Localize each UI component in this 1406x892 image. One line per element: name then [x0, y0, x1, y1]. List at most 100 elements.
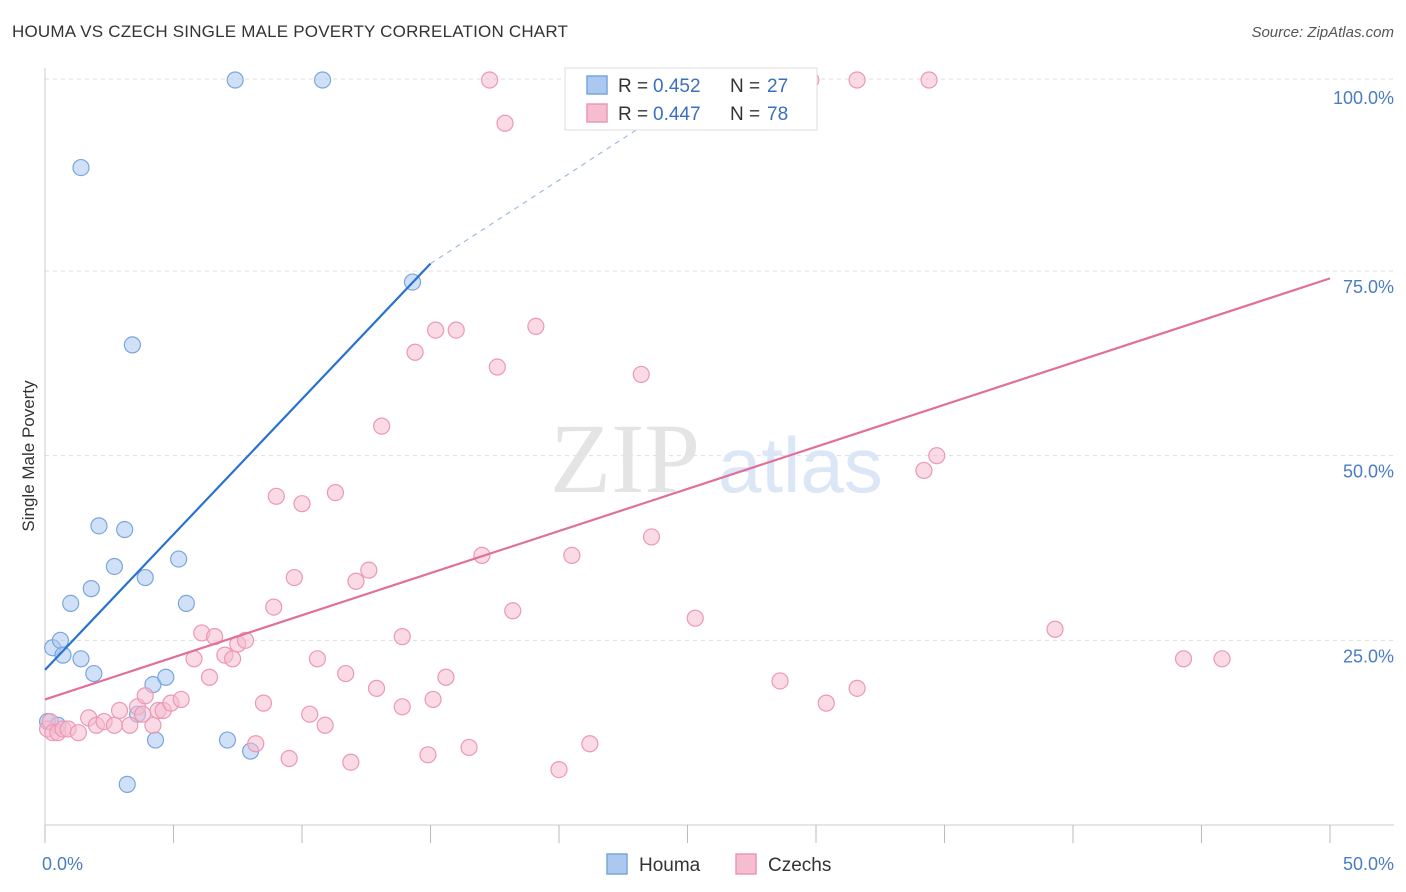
czech-point-40	[342, 753, 360, 771]
houma-point-18	[170, 550, 188, 568]
houma-r-value: 0.452	[653, 76, 701, 97]
czech-point-42	[360, 561, 378, 579]
czech-point-41	[347, 572, 365, 590]
czech-point-28	[247, 735, 265, 753]
houma-point-23	[313, 71, 332, 89]
source-label: Source: ZipAtlas.com	[1251, 24, 1394, 41]
czech-r-value: 0.447	[653, 104, 701, 125]
bottom-legend-czech-label: Czechs	[768, 855, 831, 876]
czech-point-56	[496, 114, 514, 132]
houma-point-19	[177, 594, 195, 613]
czech-n-label: N =	[730, 104, 760, 125]
czech-point-27	[236, 631, 255, 649]
czech-point-53	[460, 738, 478, 757]
czech-point-46	[393, 698, 411, 716]
czech-r-label: R =	[618, 104, 648, 125]
czech-point-34	[293, 495, 311, 513]
czech-point-57	[504, 602, 522, 620]
czech-point-66	[817, 694, 835, 712]
chart-title: HOUMA VS CZECH SINGLE MALE POVERTY CORRE…	[12, 22, 569, 41]
czech-point-63	[642, 528, 661, 546]
czech-point-22	[200, 668, 219, 686]
watermark-atlas: atlas	[718, 421, 883, 509]
czech-point-11	[110, 701, 129, 720]
czech-point-65	[771, 672, 789, 690]
houma-point-25	[72, 158, 90, 177]
houma-n-label: N =	[730, 76, 760, 97]
x-tick-label-min: 0.0%	[42, 854, 83, 874]
czech-point-44	[373, 417, 391, 435]
czech-point-55	[488, 358, 506, 376]
czech-point-77	[134, 705, 152, 723]
czech-point-50	[427, 321, 445, 339]
bottom-legend-houma-swatch	[606, 853, 628, 875]
houma-r-label: R =	[618, 76, 648, 97]
bottom-legend-houma-label: Houma	[639, 855, 701, 876]
czech-point-38	[326, 484, 345, 502]
houma-n-value: 27	[767, 76, 788, 97]
y-tick-label-50: 50.0%	[1343, 462, 1394, 482]
bottom-legend: Houma Czechs	[606, 853, 831, 876]
houma-legend-swatch	[586, 75, 608, 95]
czech-point-73	[481, 71, 499, 89]
czech-point-35	[301, 705, 319, 723]
czech-point-33	[285, 568, 303, 587]
czech-point-10	[105, 716, 123, 734]
bottom-legend-czech-swatch	[735, 853, 757, 875]
czech-point-72	[1213, 650, 1231, 668]
czech-point-76	[920, 71, 938, 89]
czech-point-45	[393, 628, 411, 646]
y-tick-label-25: 25.0%	[1343, 646, 1394, 666]
houma-point-11	[118, 775, 136, 793]
houma-point-14	[136, 568, 154, 587]
grid-lines	[45, 78, 1394, 641]
houma-point-9	[105, 557, 123, 576]
czech-point-49	[424, 690, 442, 709]
czech-point-61	[581, 735, 599, 753]
czech-point-67	[848, 679, 866, 697]
czech-trend-line	[44, 277, 1331, 701]
houma-point-17	[157, 668, 175, 686]
czech-point-70	[1046, 620, 1064, 638]
watermark-zip: ZIP	[550, 403, 700, 514]
czech-n-value: 78	[767, 104, 788, 125]
y-tick-label-75: 75.0%	[1343, 277, 1394, 297]
houma-point-7	[85, 664, 103, 683]
czech-point-30	[265, 598, 283, 616]
czech-point-51	[437, 668, 455, 686]
houma-point-20	[218, 731, 237, 749]
czech-point-69	[928, 447, 946, 465]
czech-point-29	[254, 694, 273, 712]
czech-point-14	[136, 687, 154, 705]
houma-point-21	[226, 71, 244, 89]
czech-point-36	[308, 650, 327, 668]
czech-point-12	[121, 716, 139, 734]
houma-point-5	[72, 650, 90, 668]
czech-point-43	[367, 679, 386, 697]
watermark: ZIP atlas	[550, 403, 883, 514]
czech-legend-swatch	[586, 103, 608, 123]
czech-point-39	[337, 664, 355, 683]
tick-labels: 25.0% 50.0% 75.0% 100.0% 0.0% 50.0%	[42, 88, 1394, 874]
czech-point-19	[172, 690, 190, 709]
houma-point-2	[51, 631, 70, 649]
houma-point-6	[82, 580, 100, 598]
houma-point-8	[90, 517, 108, 535]
houma-trend-line	[44, 262, 432, 671]
czech-point-32	[280, 749, 298, 768]
czech-point-62	[632, 365, 650, 384]
czech-point-47	[406, 343, 424, 361]
y-tick-label-100: 100.0%	[1333, 88, 1394, 108]
czech-point-6	[69, 724, 88, 742]
y-axis-title: Single Male Poverty	[19, 380, 38, 532]
trend-lines	[44, 79, 1331, 701]
czech-point-68	[915, 461, 933, 480]
houma-point-4	[62, 594, 80, 613]
data-points	[38, 71, 1231, 793]
czech-point-71	[1174, 650, 1193, 668]
czech-point-75	[848, 71, 866, 89]
houma-point-10	[116, 520, 134, 539]
stats-legend: R = 0.452 N = 27 R = 0.447 N = 78	[564, 67, 818, 131]
czech-point-52	[447, 321, 465, 339]
